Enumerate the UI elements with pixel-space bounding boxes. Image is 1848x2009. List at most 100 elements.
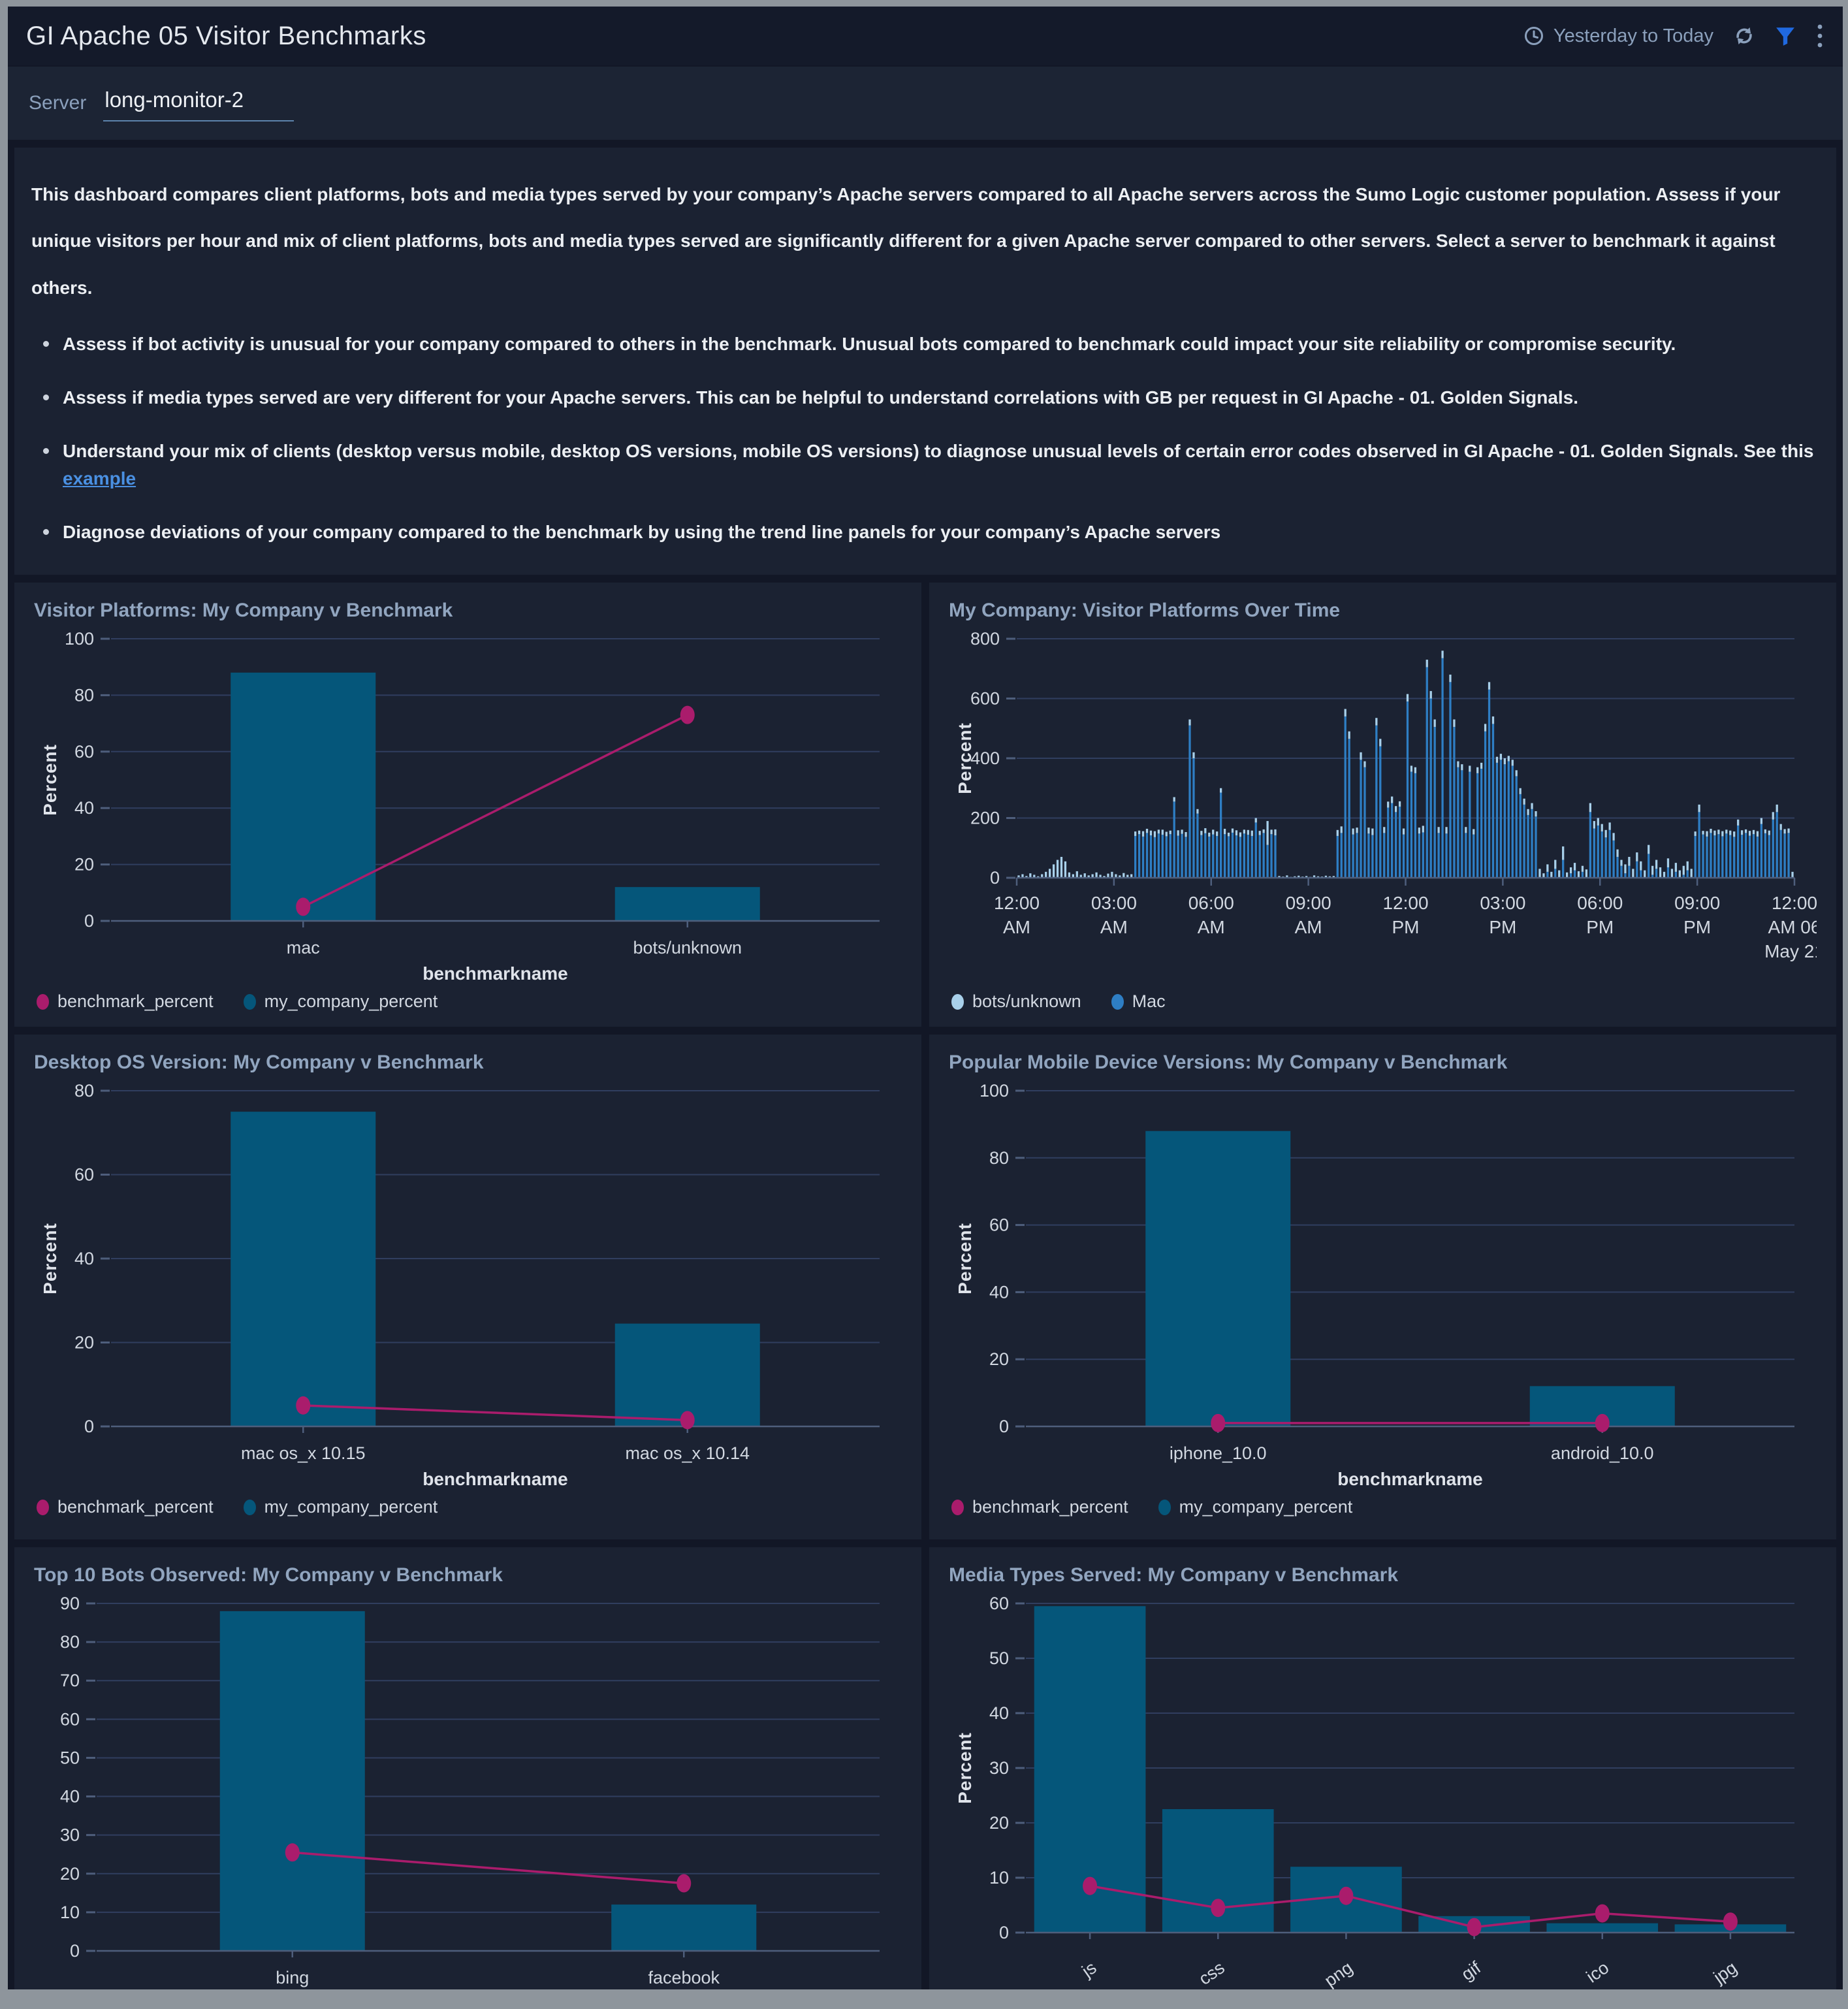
legend-dot-icon <box>37 1499 49 1515</box>
svg-text:30: 30 <box>989 1758 1009 1778</box>
svg-text:bing: bing <box>276 1968 309 1987</box>
legend-label: bots/unknown <box>972 991 1081 1012</box>
legend-label: benchmark_percent <box>57 1497 214 1517</box>
svg-text:60: 60 <box>74 1165 94 1185</box>
legend-label: my_company_percent <box>1179 1497 1353 1517</box>
filter-bar: Server long-monitor-2 <box>8 67 1843 140</box>
svg-text:Percent: Percent <box>40 1223 60 1294</box>
visitor-platforms-chart[interactable]: 0 20 40 60 80 100 Percent mac bots/unknown benchm… <box>34 628 902 981</box>
svg-text:09:00: 09:00 <box>1286 893 1331 913</box>
legend-dot-icon <box>1111 993 1124 1010</box>
svg-text:60: 60 <box>60 1710 80 1729</box>
svg-text:30: 30 <box>60 1825 80 1845</box>
svg-text:0: 0 <box>70 1941 80 1961</box>
example-link[interactable]: example <box>63 468 136 489</box>
legend-dot-icon <box>243 1499 256 1515</box>
svg-text:12:00: 12:00 <box>1382 893 1428 913</box>
panel-platforms-over-time: My Company: Visitor Platforms Over Time … <box>929 583 1836 1027</box>
bullet-item: Diagnose deviations of your company comp… <box>40 519 1819 546</box>
svg-text:gif: gif <box>1458 1957 1484 1984</box>
clock-icon <box>1523 25 1544 46</box>
svg-text:50: 50 <box>989 1648 1009 1668</box>
legend-label: benchmark_percent <box>57 991 214 1012</box>
svg-text:60: 60 <box>989 1594 1009 1613</box>
bullet-item: Assess if media types served are very di… <box>40 384 1819 411</box>
panel-top-bots: Top 10 Bots Observed: My Company v Bench… <box>14 1547 921 1989</box>
svg-text:Percent: Percent <box>40 744 60 816</box>
legend-item[interactable]: benchmark_percent <box>951 1497 1128 1517</box>
server-filter-label: Server <box>29 92 87 114</box>
chart-legend: benchmark_percent my_company_percent <box>34 981 902 1022</box>
legend-label: Mac <box>1132 991 1166 1012</box>
svg-text:mac os_x 10.15: mac os_x 10.15 <box>241 1443 366 1463</box>
bullet-item: Assess if bot activity is unusual for yo… <box>40 330 1819 358</box>
svg-text:800: 800 <box>970 629 1000 649</box>
svg-text:12:00: 12:00 <box>994 893 1040 913</box>
panel-title: Top 10 Bots Observed: My Company v Bench… <box>34 1564 503 1586</box>
panel-visitor-platforms: Visitor Platforms: My Company v Benchmar… <box>14 583 921 1027</box>
svg-text:mac os_x 10.14: mac os_x 10.14 <box>625 1443 750 1463</box>
svg-text:100: 100 <box>65 629 94 649</box>
svg-text:50: 50 <box>60 1748 80 1768</box>
svg-text:benchmarkname: benchmarkname <box>422 963 568 981</box>
panel-title: Popular Mobile Device Versions: My Compa… <box>949 1052 1508 1074</box>
svg-text:03:00: 03:00 <box>1091 893 1137 913</box>
panel-title: Desktop OS Version: My Company v Benchma… <box>34 1052 484 1074</box>
legend-item[interactable]: my_company_percent <box>243 1497 438 1517</box>
svg-text:06:00: 06:00 <box>1577 893 1623 913</box>
svg-text:png: png <box>1321 1958 1356 1989</box>
legend-dot-icon <box>951 1499 964 1515</box>
svg-text:100: 100 <box>980 1081 1009 1101</box>
svg-text:10: 10 <box>989 1868 1009 1888</box>
desktop-os-chart[interactable]: 0 20 40 60 80 Percent mac os_x 10.15 mac os_x 1… <box>34 1080 902 1487</box>
top-bots-chart[interactable]: 0102030405060708090bingfacebookbenchmark… <box>34 1593 902 1989</box>
legend-item[interactable]: bots/unknown <box>951 991 1081 1012</box>
svg-text:ico: ico <box>1583 1958 1612 1987</box>
server-filter-input[interactable]: long-monitor-2 <box>103 85 295 121</box>
kebab-menu-icon[interactable] <box>1815 23 1824 49</box>
svg-text:0: 0 <box>999 1417 1009 1436</box>
mobile-devices-chart[interactable]: 0 20 40 60 80 100 Percent iphone_10.0 android_10… <box>949 1080 1817 1487</box>
panel-title: Visitor Platforms: My Company v Benchmar… <box>34 600 453 622</box>
legend-item[interactable]: my_company_percent <box>1158 1497 1353 1517</box>
description-panel: This dashboard compares client platforms… <box>14 148 1836 575</box>
legend-item[interactable]: Mac <box>1111 991 1166 1012</box>
svg-text:10: 10 <box>60 1903 80 1922</box>
svg-text:20: 20 <box>989 1349 1009 1369</box>
header-controls: Yesterday to Today <box>1523 23 1824 49</box>
svg-text:jpg: jpg <box>1710 1958 1741 1988</box>
svg-text:May 21: May 21 <box>1764 941 1817 961</box>
svg-text:40: 40 <box>74 798 94 818</box>
svg-text:06:00: 06:00 <box>1188 893 1234 913</box>
svg-text:AM: AM <box>1100 917 1128 937</box>
svg-text:Percent: Percent <box>955 1223 975 1294</box>
svg-text:20: 20 <box>74 1333 94 1353</box>
refresh-icon[interactable] <box>1733 25 1755 47</box>
time-range-selector[interactable]: Yesterday to Today <box>1523 25 1713 47</box>
legend-item[interactable]: my_company_percent <box>243 991 438 1012</box>
page-title: GI Apache 05 Visitor Benchmarks <box>26 21 426 50</box>
svg-text:PM: PM <box>1489 917 1516 937</box>
svg-text:js: js <box>1078 1958 1100 1982</box>
legend-item[interactable]: benchmark_percent <box>37 991 214 1012</box>
svg-text:AM: AM <box>1295 917 1322 937</box>
svg-text:css: css <box>1195 1958 1228 1989</box>
chart-legend: bots/unknown Mac <box>949 981 1817 1022</box>
svg-text:03:00: 03:00 <box>1480 893 1525 913</box>
platforms-over-time-chart[interactable]: 0 200 400 600 800 Percent 12:00 AM 03:00 AM 06:00 A… <box>949 628 1817 981</box>
svg-text:PM: PM <box>1392 917 1420 937</box>
svg-text:80: 80 <box>74 686 94 705</box>
media-types-chart[interactable]: 0102030405060Percentjscsspnggificojpgben… <box>949 1593 1817 1989</box>
svg-text:0: 0 <box>84 911 94 931</box>
filter-icon[interactable] <box>1775 25 1796 46</box>
legend-dot-icon <box>951 993 964 1010</box>
legend-label: my_company_percent <box>264 991 438 1012</box>
svg-text:90: 90 <box>60 1594 80 1613</box>
panel-title: Media Types Served: My Company v Benchma… <box>949 1564 1399 1586</box>
svg-text:PM: PM <box>1586 917 1614 937</box>
svg-text:android_10.0: android_10.0 <box>1551 1443 1654 1463</box>
legend-dot-icon <box>243 993 256 1010</box>
svg-text:Percent: Percent <box>955 1732 975 1804</box>
svg-text:Percent: Percent <box>955 722 975 794</box>
legend-item[interactable]: benchmark_percent <box>37 1497 214 1517</box>
